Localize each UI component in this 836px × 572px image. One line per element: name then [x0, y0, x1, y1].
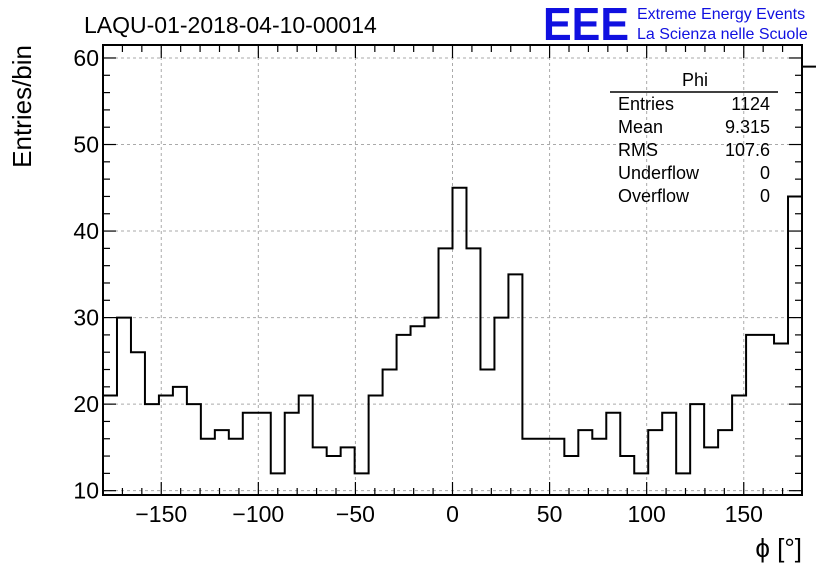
x-axis-label: ϕ [°]	[755, 533, 802, 563]
stats-value: 1124	[731, 94, 770, 114]
x-tick-label: −50	[336, 501, 375, 527]
stats-value: 9.315	[725, 117, 770, 137]
histogram-bin	[550, 439, 564, 495]
histogram-bin	[536, 439, 550, 495]
histogram-bin	[439, 248, 453, 495]
x-tick-label: 100	[627, 501, 665, 527]
x-tick-label: 0	[446, 501, 459, 527]
histogram-bin	[383, 370, 397, 495]
histogram-outline	[103, 65, 816, 475]
histogram-bin	[788, 196, 802, 495]
histogram-bin	[704, 447, 718, 495]
histogram-bin	[369, 395, 383, 495]
histogram-bin	[592, 439, 606, 495]
histogram-bin	[117, 318, 131, 495]
y-tick-label: 30	[73, 305, 99, 331]
histogram-bin	[648, 430, 662, 495]
histogram-bin	[494, 318, 508, 495]
histogram-bin	[718, 430, 732, 495]
logo-line-2: La Scienza nelle Scuole	[637, 26, 808, 43]
histogram-bin	[760, 335, 774, 495]
histogram-bin	[313, 447, 327, 495]
histogram-bin	[425, 318, 439, 495]
histogram-bin	[578, 430, 592, 495]
histogram-bin	[606, 413, 620, 495]
stats-label: Underflow	[618, 163, 700, 183]
y-tick-label: 40	[73, 218, 99, 244]
histogram-bin	[774, 344, 788, 495]
histogram-bin	[131, 352, 145, 495]
histogram-bin	[215, 430, 229, 495]
y-tick-label: 20	[73, 391, 99, 417]
histogram-bin	[564, 456, 578, 495]
chart-title: LAQU-01-2018-04-10-00014	[84, 12, 377, 38]
histogram-bin	[453, 188, 467, 495]
histogram-bin	[201, 439, 215, 495]
x-tick-label: 150	[725, 501, 763, 527]
y-axis-label: Entries/bin	[7, 45, 37, 168]
histogram-bin	[341, 447, 355, 495]
histogram-bin	[145, 404, 159, 495]
histogram-bin	[802, 67, 816, 495]
histogram-bars	[103, 65, 816, 495]
y-tick-label: 50	[73, 132, 99, 158]
x-tick-label: 50	[537, 501, 563, 527]
histogram-bin	[522, 439, 536, 495]
histogram-bin	[466, 248, 480, 495]
eee-logo-mark: EEE	[543, 0, 629, 50]
x-tick-label: −100	[232, 501, 284, 527]
histogram-bin	[159, 395, 173, 495]
histogram-bin	[229, 439, 243, 495]
y-tick-label: 10	[73, 478, 99, 504]
x-tick-label: −150	[135, 501, 187, 527]
histogram-bin	[676, 473, 690, 495]
y-tick-label: 60	[73, 45, 99, 71]
stats-rows: Entries 1124 Mean 9.315 RMS 107.6 Underflow 0 Ov…	[618, 94, 770, 206]
histogram-bin	[103, 395, 117, 495]
stats-value: 0	[760, 163, 770, 183]
histogram-bin	[327, 456, 341, 495]
histogram-bin	[662, 413, 676, 495]
tick-labels: −150 −100 −50 0 50 100 150 10 20 30 40 50 60	[73, 45, 763, 527]
histogram-bin	[173, 387, 187, 495]
histogram-bin	[243, 413, 257, 495]
histogram-bin	[285, 413, 299, 495]
histogram-bin	[299, 395, 313, 495]
logo-line-1: Extreme Energy Events	[637, 6, 805, 23]
stats-box: Phi Entries 1124 Mean 9.315 RMS 107.6 Underflo…	[610, 70, 778, 206]
stats-label: RMS	[618, 140, 658, 160]
stats-label: Entries	[618, 94, 674, 114]
histogram-bin	[690, 404, 704, 495]
histogram-bin	[397, 335, 411, 495]
histogram-bin	[732, 395, 746, 495]
stats-label: Mean	[618, 117, 663, 137]
histogram-bin	[187, 404, 201, 495]
histogram-bin	[411, 326, 425, 495]
histogram-bin	[746, 335, 760, 495]
eee-logo: EEE Extreme Energy Events La Scienza nel…	[543, 0, 808, 50]
stats-label: Overflow	[618, 186, 690, 206]
histogram-bin	[480, 370, 494, 495]
axis-ticks	[102, 45, 803, 495]
stats-title: Phi	[682, 70, 708, 90]
stats-value: 0	[760, 186, 770, 206]
histogram-bin	[508, 274, 522, 495]
histogram-bin	[355, 473, 369, 495]
stats-value: 107.6	[725, 140, 770, 160]
